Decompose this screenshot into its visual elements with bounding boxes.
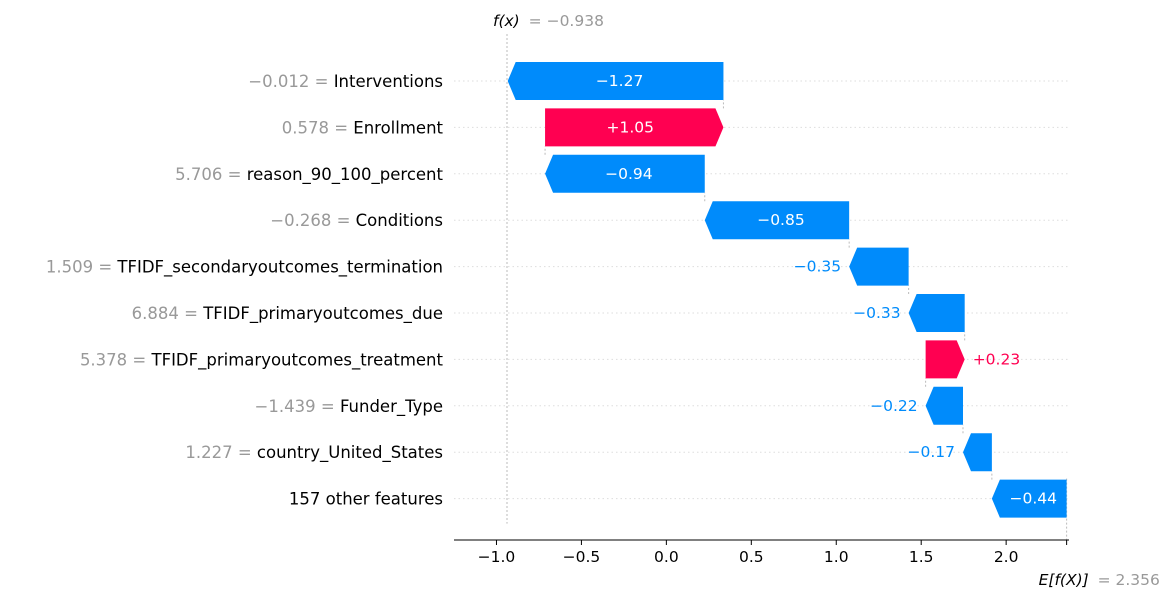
ex-value: = 2.356 [1098,571,1160,589]
feature-label: −0.268 = Conditions [270,211,443,230]
contribution-label: −0.35 [794,258,842,276]
feature-name: Enrollment [353,118,443,137]
feature-label: −0.012 = Interventions [248,72,443,91]
contribution-label: −1.27 [596,72,644,90]
feature-value: 1.509 = [46,257,118,276]
feature-name: country_United_States [257,443,443,463]
x-tick-label: 1.5 [909,548,934,566]
contribution-bars: −1.27 +1.05 −0.94 −0.85 −0.35 −0.33 +0.23 −0.22… [507,62,1067,518]
feature-name: Funder_Type [340,396,443,416]
feature-label: 5.378 = TFIDF_primaryoutcomes_treatment [80,350,444,370]
contribution-bar [545,154,705,193]
contribution-label: −0.85 [757,211,805,229]
fx-label: f(x) [493,12,520,30]
feature-labels: −0.012 = Interventions 0.578 = Enrollment… [46,72,444,509]
feature-name: TFIDF_primaryoutcomes_treatment [151,350,444,370]
contribution-label: −0.17 [907,443,955,461]
contribution-bar [925,340,965,379]
x-tick-label: 0.5 [739,548,764,566]
x-tick-label: 1.0 [824,548,849,566]
feature-label: 5.706 = reason_90_100_percent [175,164,443,184]
feature-label: 0.578 = Enrollment [282,118,444,137]
x-tick-label: −0.5 [563,548,601,566]
contribution-label: −0.94 [605,165,653,183]
contribution-bar [962,433,992,472]
ex-label: E[f(X)] [1039,571,1089,589]
contribution-label: +0.23 [973,350,1021,368]
feature-value: −1.439 = [255,396,340,415]
feature-label: 6.884 = TFIDF_primaryoutcomes_due [132,304,443,324]
contribution-bar [908,294,965,332]
feature-value: 1.227 = [185,443,257,462]
feature-value: −0.012 = [248,72,333,91]
x-tick-label: −1.0 [478,548,516,566]
feature-name: 157 other features [289,489,443,508]
contribution-label: +1.05 [607,118,655,136]
feature-name: reason_90_100_percent [247,164,444,184]
feature-value: 5.378 = [80,350,152,369]
contribution-label: −0.44 [1009,490,1057,508]
feature-value: 5.706 = [175,164,247,183]
x-axis: −1.0 −0.5 0.0 0.5 1.0 1.5 2.0 [454,539,1069,566]
feature-value: −0.268 = [270,211,355,230]
contribution-label: −0.22 [870,397,918,415]
contribution-bar [704,201,850,240]
contribution-bar [849,247,909,286]
fx-value: = −0.938 [529,12,604,30]
contribution-bar [507,62,724,100]
feature-label: 157 other features [289,489,443,508]
feature-value: 0.578 = [282,118,354,137]
feature-name: TFIDF_primaryoutcomes_due [202,304,443,324]
expected-value-annotation: E[f(X)] = 2.356 [1039,571,1160,589]
feature-label: 1.227 = country_United_States [185,443,443,463]
feature-value: 6.884 = [132,304,204,323]
feature-label: 1.509 = TFIDF_secondaryoutcomes_terminat… [46,257,443,277]
feature-name: TFIDF_secondaryoutcomes_termination [116,257,443,277]
feature-name: Conditions [356,211,443,230]
reference-lines [506,34,1068,542]
contribution-label: −0.33 [853,304,901,322]
fx-annotation: f(x) = −0.938 [493,12,604,30]
feature-name: Interventions [334,72,443,91]
contribution-bar [925,386,963,425]
contribution-bar [545,108,724,147]
feature-label: −1.439 = Funder_Type [255,396,443,416]
contribution-bar [991,479,1067,518]
x-tick-label: 2.0 [994,548,1019,566]
x-tick-label: 0.0 [654,548,679,566]
